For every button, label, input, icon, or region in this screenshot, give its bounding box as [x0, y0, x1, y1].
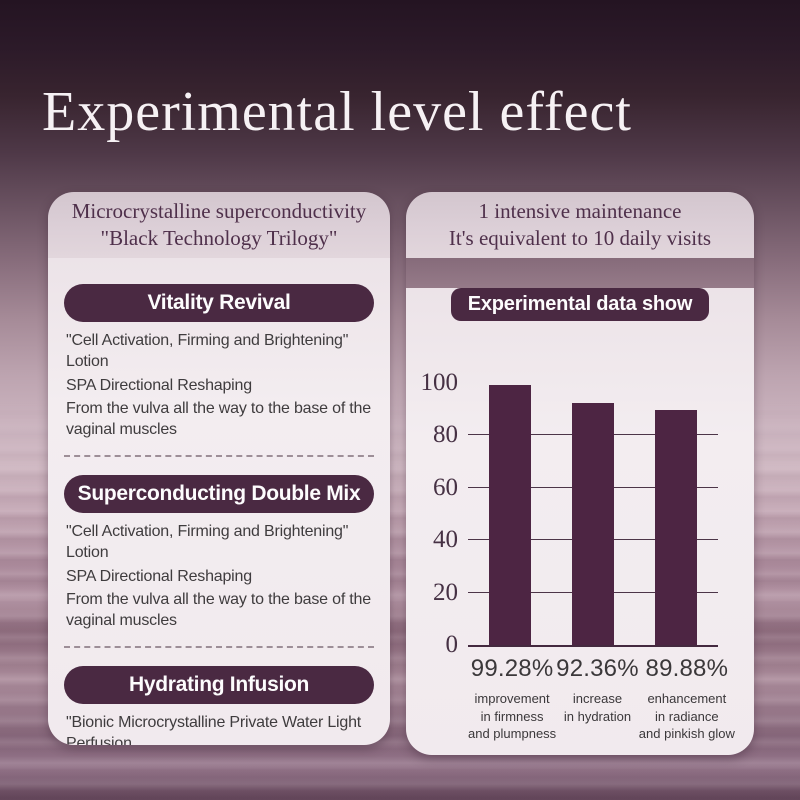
section-description: "Cell Activation, Firming and Brightenin… — [66, 522, 372, 632]
category-line: and plumpness — [468, 726, 557, 742]
description-line: SPA Directional Reshaping — [66, 376, 252, 394]
category-line: increase — [572, 691, 623, 706]
bar-value-label: 89.88% — [645, 655, 729, 682]
bar-plot: 0 20 40 60 80 100 — [421, 369, 718, 658]
section-vitality-revival: Vitality Revival "Cell Activation, Firmi… — [64, 284, 374, 441]
description-line: "Bionic Microcrystalline Private Water L… — [66, 713, 362, 745]
dashed-divider — [64, 645, 374, 648]
data-panel-header: 1 intensive maintenance It's equivalent … — [406, 192, 754, 258]
bar-2 — [572, 403, 614, 645]
dashed-divider — [64, 454, 374, 457]
category-line: improvement — [474, 691, 550, 706]
data-header-line2: It's equivalent to 10 daily visits — [448, 226, 712, 250]
data-panel-body: Experimental data show 0 20 40 60 80 100 99.2… — [406, 288, 754, 755]
y-axis-tick-label: 60 — [433, 473, 458, 501]
bar-chart: 0 20 40 60 80 100 99.28% improvement in firmnes… — [406, 369, 754, 743]
section-hydrating-infusion: Hydrating Infusion "Bionic Microcrystall… — [64, 665, 374, 745]
bar-chart-labels: 99.28% improvement in firmness and plumpnes… — [468, 655, 735, 743]
y-axis-tick-label: 20 — [433, 578, 458, 606]
trilogy-panel-header: Microcrystalline superconductivity "Blac… — [48, 192, 390, 258]
bar-category-label: improvement in firmness and plumpness — [468, 690, 556, 743]
bar-3 — [655, 409, 698, 645]
section-title-pill: Hydrating Infusion — [64, 665, 374, 704]
category-line: enhancement — [647, 691, 727, 706]
y-axis-tick-label: 100 — [420, 369, 459, 396]
bar-value-label: 92.36% — [556, 655, 639, 682]
trilogy-panel: Microcrystalline superconductivity "Blac… — [48, 192, 390, 745]
bar-label-group: 99.28% improvement in firmness and plumpnes… — [468, 655, 556, 743]
section-description: "Bionic Microcrystalline Private Water L… — [66, 713, 372, 745]
trilogy-panel-body: Vitality Revival "Cell Activation, Firmi… — [48, 258, 390, 745]
bar-label-group: 89.88% enhancement in radiance and pinkish … — [639, 655, 735, 743]
bar-category-label: enhancement in radiance and pinkish glow — [639, 690, 735, 743]
bar-value-label: 99.28% — [470, 655, 554, 682]
data-header-line1: 1 intensive maintenance — [478, 199, 682, 224]
category-line: in hydration — [563, 708, 632, 724]
section-superconducting-double-mix: Superconducting Double Mix "Cell Activat… — [64, 474, 374, 632]
section-description: "Cell Activation, Firming and Brightenin… — [66, 331, 372, 441]
description-line: From the vulva all the way to the base o… — [66, 591, 371, 630]
description-line: SPA Directional Reshaping — [66, 567, 252, 585]
y-axis-tick-label: 0 — [445, 631, 459, 658]
experimental-data-badge: Experimental data show — [450, 288, 710, 321]
category-line: and pinkish glow — [638, 726, 735, 742]
experimental-data-panel: 1 intensive maintenance It's equivalent … — [406, 192, 754, 755]
category-line: in firmness — [480, 708, 544, 724]
y-axis-tick-label: 80 — [433, 421, 458, 449]
bar-label-group: 92.36% increase in hydration — [556, 655, 639, 743]
description-line: From the vulva all the way to the base o… — [66, 400, 371, 439]
page-title: Experimental level effect — [42, 81, 632, 143]
trilogy-header-line1: Microcrystalline superconductivity — [71, 199, 367, 224]
trilogy-header-line2: "Black Technology Trilogy" — [100, 226, 338, 250]
description-line: "Cell Activation, Firming and Brightenin… — [66, 332, 349, 370]
description-line: "Cell Activation, Firming and Brightenin… — [66, 522, 349, 561]
section-title-pill: Superconducting Double Mix — [64, 474, 374, 513]
section-title-pill: Vitality Revival — [64, 284, 374, 322]
category-line: in radiance — [655, 708, 719, 724]
y-axis-tick-label: 40 — [433, 526, 458, 554]
bar-1 — [488, 384, 531, 645]
bar-category-label: increase in hydration — [556, 690, 639, 725]
